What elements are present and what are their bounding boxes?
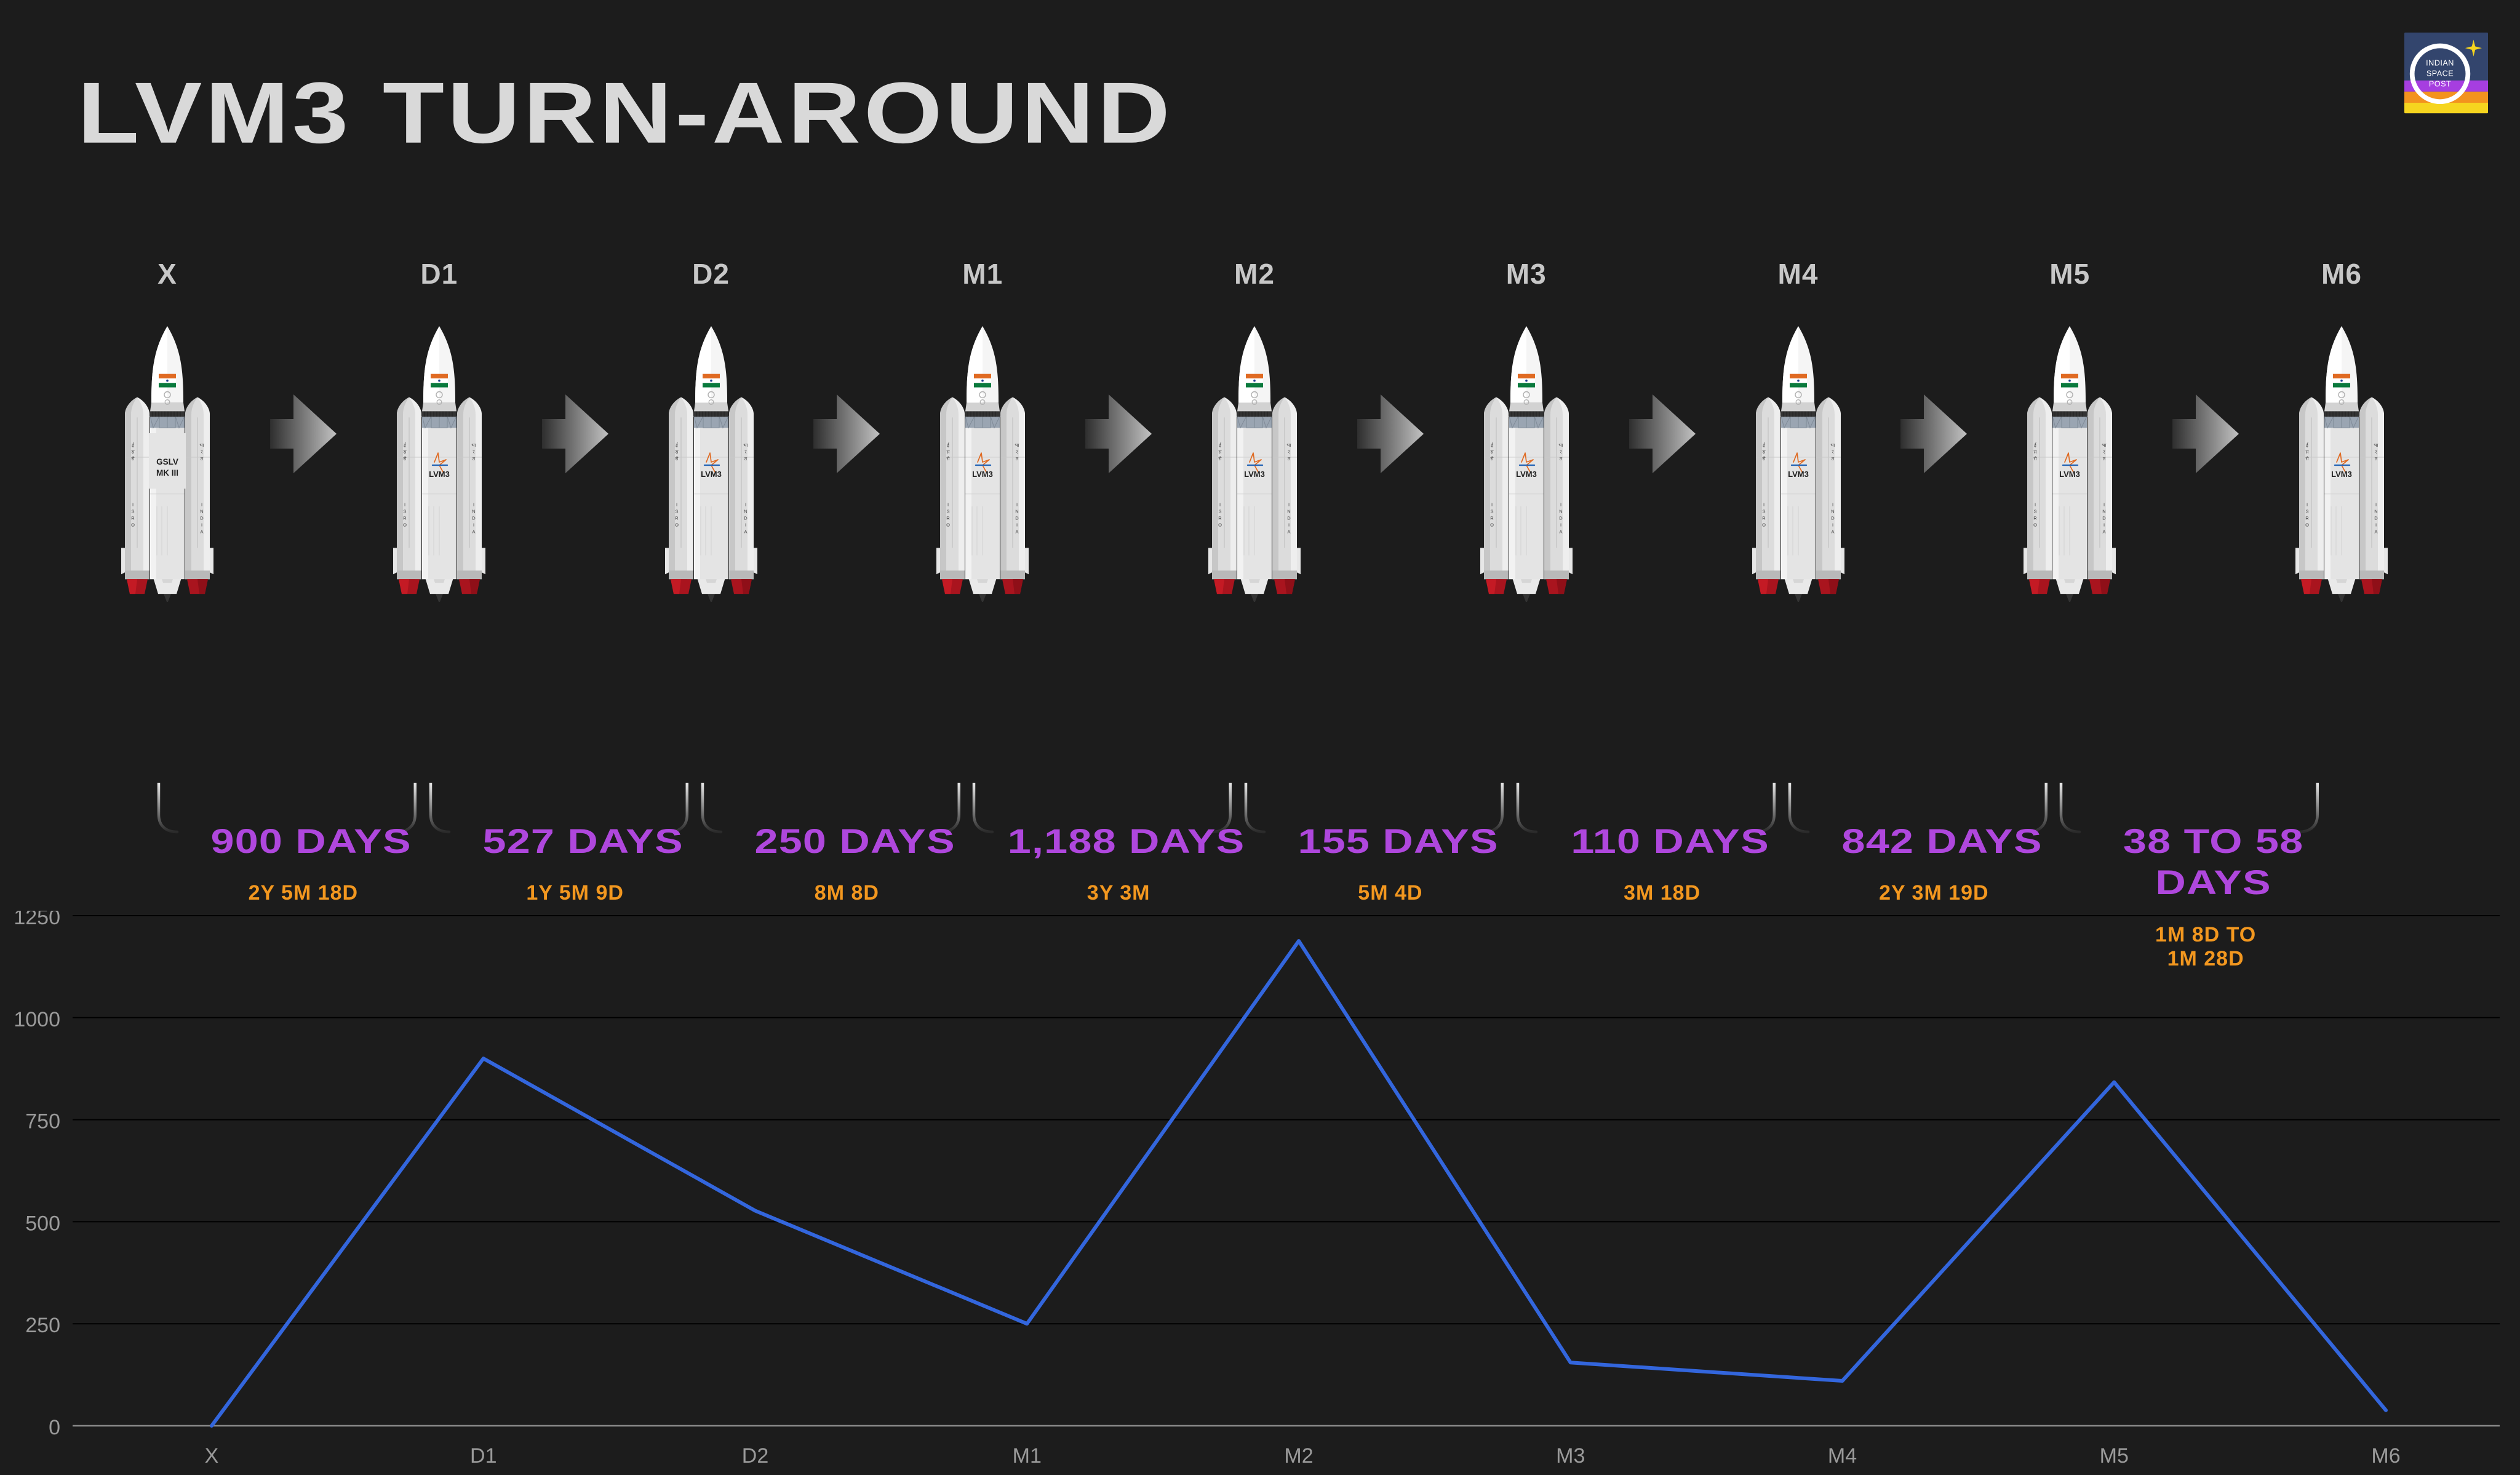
svg-text:0: 0 bbox=[49, 1416, 60, 1439]
svg-text:D1: D1 bbox=[470, 1444, 496, 1468]
svg-text:1000: 1000 bbox=[14, 1008, 60, 1031]
svg-text:750: 750 bbox=[25, 1110, 60, 1133]
svg-text:1250: 1250 bbox=[14, 911, 60, 929]
svg-text:M3: M3 bbox=[1556, 1444, 1585, 1468]
svg-text:M5: M5 bbox=[2100, 1444, 2129, 1468]
svg-text:500: 500 bbox=[25, 1212, 60, 1235]
svg-text:250: 250 bbox=[25, 1314, 60, 1337]
svg-text:M2: M2 bbox=[1284, 1444, 1313, 1468]
svg-text:D2: D2 bbox=[742, 1444, 768, 1468]
svg-text:SPACE: SPACE bbox=[2426, 69, 2454, 78]
svg-text:M4: M4 bbox=[1828, 1444, 1857, 1468]
svg-text:M1: M1 bbox=[1013, 1444, 1042, 1468]
svg-text:X: X bbox=[205, 1444, 219, 1468]
svg-text:POST: POST bbox=[2429, 80, 2451, 89]
svg-text:INDIAN: INDIAN bbox=[2426, 58, 2454, 67]
svg-text:M6: M6 bbox=[2371, 1444, 2400, 1468]
